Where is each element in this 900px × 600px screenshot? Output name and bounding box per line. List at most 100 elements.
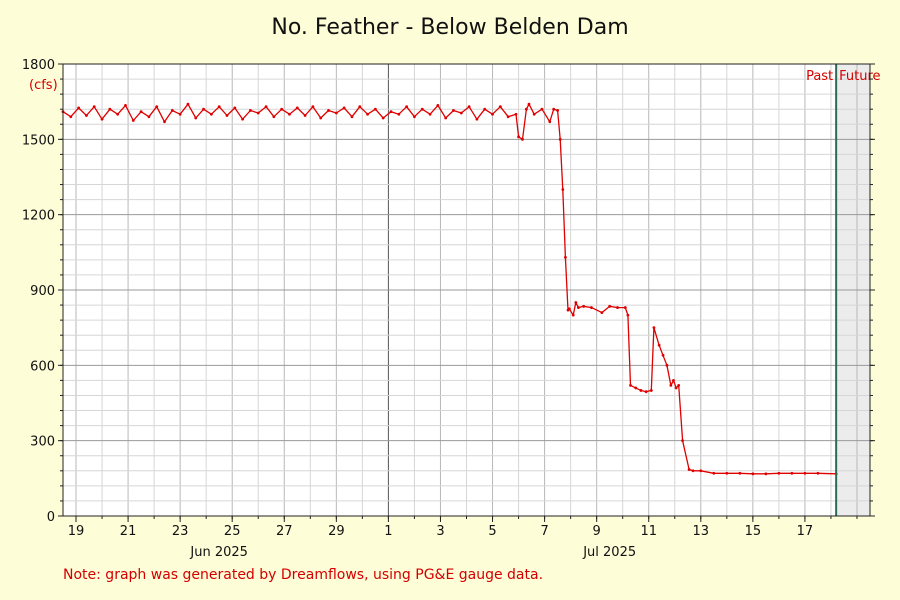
flow-data-point xyxy=(444,116,448,120)
flow-data-point xyxy=(217,105,221,109)
month-label: Jun 2025 xyxy=(189,545,248,560)
flow-data-point xyxy=(241,117,245,121)
flow-data-point xyxy=(373,107,377,111)
flow-data-point xyxy=(358,105,362,109)
flow-data-point xyxy=(319,116,323,120)
plot-frame xyxy=(62,63,871,517)
flow-data-point xyxy=(556,109,560,112)
flow-data-point xyxy=(209,112,213,116)
x-tick-label: 27 xyxy=(276,524,293,539)
flow-data-point xyxy=(147,115,151,119)
flow-data-point xyxy=(687,468,691,471)
flow-data-point xyxy=(527,102,531,106)
grid-lines xyxy=(63,64,870,516)
flow-data-point xyxy=(264,105,268,109)
future-label: Future xyxy=(839,69,880,84)
flow-data-point xyxy=(691,469,695,473)
flow-data-point xyxy=(366,112,369,116)
flow-data-point xyxy=(295,106,299,110)
flow-data-point xyxy=(524,107,528,111)
flow-data-point xyxy=(170,109,174,112)
y-tick-label: 900 xyxy=(30,284,55,299)
x-tick-label: 17 xyxy=(797,524,814,539)
month-label: Jul 2025 xyxy=(582,545,636,560)
flow-data-point xyxy=(186,102,190,106)
flow-data-point xyxy=(657,343,661,347)
flow-data-point xyxy=(626,313,630,317)
x-tick-label: 5 xyxy=(488,524,496,539)
flow-data-point xyxy=(661,353,665,357)
flow-data-point xyxy=(483,107,487,111)
flow-data-point xyxy=(436,104,440,107)
flow-data-point xyxy=(163,120,166,124)
flow-data-point xyxy=(608,304,612,308)
flow-data-point xyxy=(459,111,463,115)
flow-data-point xyxy=(712,471,716,475)
flow-data-point xyxy=(672,379,675,382)
flow-series-line xyxy=(62,103,837,475)
x-tick-label: 7 xyxy=(540,524,548,539)
flow-data-point xyxy=(567,307,571,311)
flow-data-point xyxy=(233,106,237,110)
flow-data-point xyxy=(639,389,643,392)
flow-data-point xyxy=(764,472,768,476)
flow-data-point xyxy=(564,255,567,259)
flow-data-point xyxy=(558,137,562,141)
flow-data-point xyxy=(225,114,229,117)
flow-data-point xyxy=(521,137,524,141)
flow-data-point xyxy=(506,115,510,119)
flow-data-point xyxy=(738,471,742,475)
y-axis: 0 300 600 900 1200 1500 1800 xyxy=(22,58,875,525)
flow-data-point xyxy=(623,306,627,309)
flow-data-point xyxy=(397,112,401,116)
y-tick-label: 1500 xyxy=(22,133,55,148)
flow-data-point xyxy=(777,471,781,475)
flow-data-point xyxy=(389,110,393,114)
flow-data-point xyxy=(69,115,73,119)
flow-data-point xyxy=(629,384,632,387)
flow-data-point xyxy=(108,107,112,111)
flow-data-point xyxy=(178,112,182,116)
flow-data-point xyxy=(405,105,409,109)
flow-data-point xyxy=(681,439,684,443)
flow-data-point xyxy=(582,304,586,308)
flow-data-point xyxy=(491,112,494,116)
flow-data-point xyxy=(124,104,127,107)
flow-data-point xyxy=(616,306,619,309)
flow-data-point xyxy=(413,115,416,119)
flow-data-point xyxy=(194,116,198,120)
flow-data-point xyxy=(131,119,135,122)
footnote: Note: graph was generated by Dreamflows,… xyxy=(63,567,543,583)
flow-data-point xyxy=(665,363,669,367)
flow-data-point xyxy=(725,471,729,475)
flow-data-point xyxy=(590,306,593,309)
flow-data-point xyxy=(256,111,260,115)
flow-data-point xyxy=(92,105,96,109)
flow-data-point xyxy=(475,117,479,121)
flow-data-point xyxy=(139,110,143,114)
flow-data-point xyxy=(552,107,556,111)
flow-data-point xyxy=(303,114,307,117)
flow-data-point xyxy=(571,313,575,317)
flow-data-point xyxy=(77,106,81,110)
flow-data-point xyxy=(751,472,755,476)
flow-data-point xyxy=(532,112,536,116)
flow-data-point xyxy=(540,107,544,111)
flow-data-point xyxy=(674,386,678,390)
flow-data-point xyxy=(428,112,432,116)
x-tick-label: 29 xyxy=(328,524,345,539)
flow-data-point xyxy=(652,326,656,330)
x-tick-label: 25 xyxy=(224,524,241,539)
flow-data-point xyxy=(577,306,580,309)
flow-data-point xyxy=(790,471,794,475)
flow-data-point xyxy=(699,469,703,473)
flow-data-point xyxy=(574,301,578,304)
flow-data-point xyxy=(420,107,424,111)
flow-data-point xyxy=(600,311,604,314)
flow-data-point xyxy=(548,120,552,124)
flow-data-point xyxy=(342,106,346,110)
y-tick-label: 300 xyxy=(30,435,55,450)
chart-title: No. Feather - Below Belden Dam xyxy=(271,15,628,40)
